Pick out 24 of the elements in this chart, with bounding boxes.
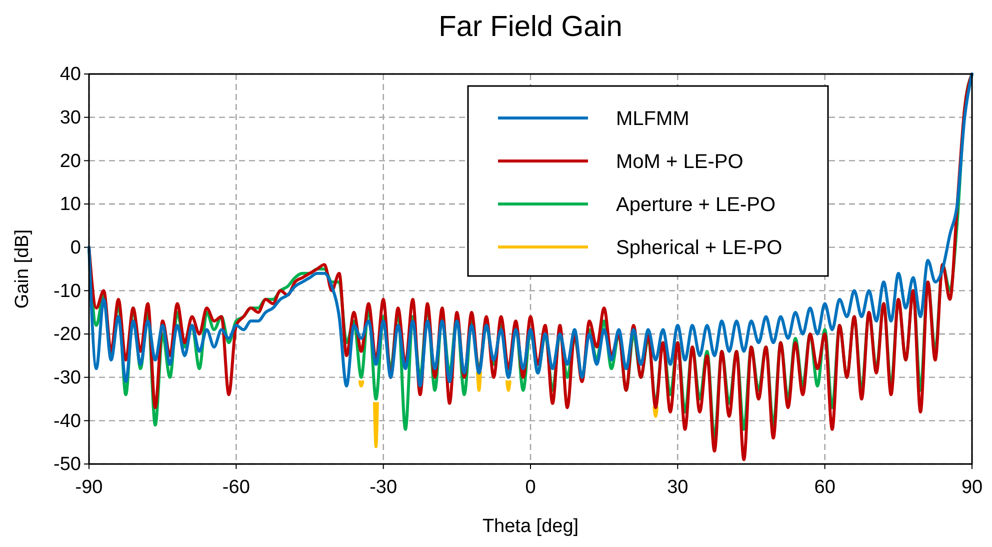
x-tick-label: 60 — [814, 476, 836, 498]
y-tick-label: -30 — [54, 367, 81, 388]
y-tick-label: 0 — [70, 237, 81, 258]
legend-label: Spherical + LE-PO — [616, 237, 782, 259]
x-axis-title: Theta [deg] — [482, 516, 579, 537]
x-tick-label: 30 — [667, 476, 688, 498]
x-tick-label: 90 — [961, 476, 983, 498]
legend-label: MoM + LE-PO — [616, 151, 744, 173]
y-tick-label: 10 — [60, 194, 81, 216]
x-tick-label: -30 — [370, 476, 398, 498]
x-tick-label: -60 — [222, 476, 250, 498]
y-tick-label: 20 — [60, 150, 81, 172]
legend-label: Aperture + LE-PO — [616, 194, 776, 216]
legend-label: MLFMM — [616, 108, 690, 130]
y-tick-label: 40 — [60, 64, 81, 86]
y-axis-title: Gain [dB] — [12, 229, 33, 309]
x-tick-label: 0 — [525, 476, 536, 498]
y-tick-label: 30 — [60, 107, 81, 128]
y-tick-label: -50 — [54, 454, 81, 476]
x-tick-label: -90 — [75, 476, 103, 498]
chart-title: Far Field Gain — [438, 11, 622, 43]
y-tick-label: -40 — [54, 410, 81, 432]
y-tick-label: -10 — [54, 280, 81, 302]
y-tick-label: -20 — [54, 324, 81, 346]
